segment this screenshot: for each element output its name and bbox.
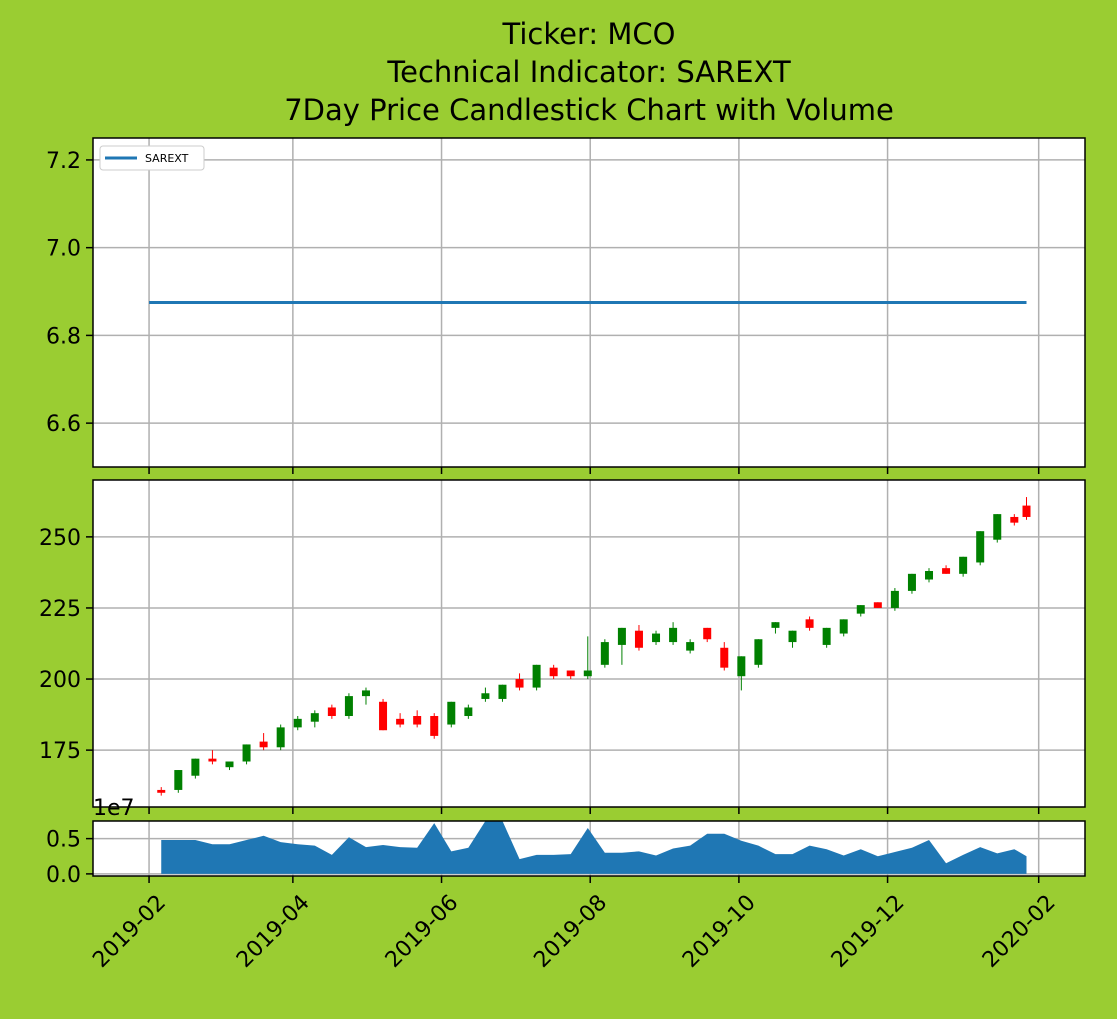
candle-body	[805, 619, 814, 628]
candle-body	[532, 664, 541, 688]
candle-body	[464, 707, 473, 717]
x-tick-label: 2019-02	[88, 890, 171, 973]
candle-body	[754, 639, 763, 665]
candle-body	[720, 647, 729, 668]
price-panel: 175 200 225 250	[39, 479, 1086, 814]
legend-box	[99, 145, 205, 171]
candle-body	[703, 627, 712, 640]
candle-body	[634, 630, 643, 648]
chart-title: Ticker: MCO Technical Indicator: SAREXT …	[284, 17, 894, 127]
indicator-frame	[92, 137, 1086, 468]
candle-body	[396, 718, 405, 725]
title-line-1: Ticker: MCO	[502, 17, 676, 51]
candle-body	[276, 727, 285, 748]
candle-body	[379, 701, 388, 731]
candle-body	[652, 633, 661, 643]
candle-body	[413, 716, 422, 725]
volume-ytick-label: 0.0	[46, 863, 81, 888]
x-tick-label: 2020-02	[978, 890, 1061, 973]
candle-body	[669, 627, 678, 643]
candle-body	[259, 741, 268, 748]
candle-body	[1010, 516, 1019, 523]
indicator-ytick-label: 7.0	[46, 237, 81, 262]
candle-body	[993, 514, 1002, 540]
volume-panel: 0.0 0.5 1e7	[46, 796, 1086, 888]
candle-body	[822, 627, 831, 645]
candle-body	[890, 590, 899, 608]
x-axis: 2019-02 2019-04 2019-06 2019-08 2019-10 2019-…	[88, 890, 1060, 973]
candle-body	[617, 627, 626, 645]
candle-body	[208, 758, 217, 762]
price-plot-area	[93, 480, 1085, 807]
price-frame	[92, 479, 1086, 808]
candle-body	[242, 744, 251, 762]
candle-body	[788, 630, 797, 643]
indicator-panel: 6.6 6.8 7.0 7.2 SAREXT	[46, 137, 1086, 474]
candle-body	[157, 789, 166, 793]
price-ytick-label: 175	[39, 739, 81, 764]
candle-body	[959, 556, 968, 574]
volume-ytick-label: 0.5	[46, 828, 81, 853]
legend: SAREXT	[99, 145, 205, 171]
candle-body	[566, 670, 575, 677]
candle-body	[686, 642, 695, 651]
candle-body	[1022, 505, 1031, 517]
price-ytick-label: 225	[39, 597, 81, 622]
candle-body	[873, 602, 882, 608]
candle-body	[344, 696, 353, 717]
x-tick-label: 2019-06	[381, 890, 464, 973]
candle-body	[481, 693, 490, 699]
volume-frame	[92, 820, 1086, 877]
candle-body	[976, 531, 985, 563]
candle-body	[310, 713, 319, 722]
price-ytick-label: 200	[39, 668, 81, 693]
x-tick-label: 2019-10	[678, 890, 761, 973]
candle-body	[771, 622, 780, 628]
title-line-2: Technical Indicator: SAREXT	[386, 55, 791, 89]
candle-body	[907, 573, 916, 591]
candle-body	[839, 619, 848, 634]
indicator-ytick-label: 6.6	[46, 412, 81, 437]
candle-body	[447, 701, 456, 725]
candle-body	[498, 684, 507, 699]
candle-body	[737, 656, 746, 677]
volume-scale-label: 1e7	[93, 796, 135, 821]
price-ytick-label: 250	[39, 526, 81, 551]
x-tick-label: 2019-08	[529, 890, 612, 973]
candle-body	[225, 761, 234, 768]
legend-label: SAREXT	[145, 152, 189, 165]
candle-body	[942, 568, 951, 574]
candle-body	[361, 690, 370, 697]
candle-body	[856, 605, 865, 614]
candle-body	[174, 770, 183, 790]
candle-body	[549, 667, 558, 677]
candle-body	[583, 670, 592, 677]
indicator-ytick-label: 7.2	[46, 149, 81, 174]
title-line-3: 7Day Price Candlestick Chart with Volume	[284, 93, 894, 127]
candle-body	[327, 707, 336, 717]
candle-body	[191, 758, 200, 776]
candle-body	[600, 642, 609, 665]
candle-body	[925, 570, 934, 580]
candle-body	[293, 718, 302, 728]
volume-area	[161, 821, 1027, 874]
indicator-ytick-label: 6.8	[46, 324, 81, 349]
candle-body	[515, 679, 524, 688]
x-tick-label: 2019-12	[827, 890, 910, 973]
candle-body	[430, 716, 439, 736]
x-tick-label: 2019-04	[232, 890, 315, 973]
